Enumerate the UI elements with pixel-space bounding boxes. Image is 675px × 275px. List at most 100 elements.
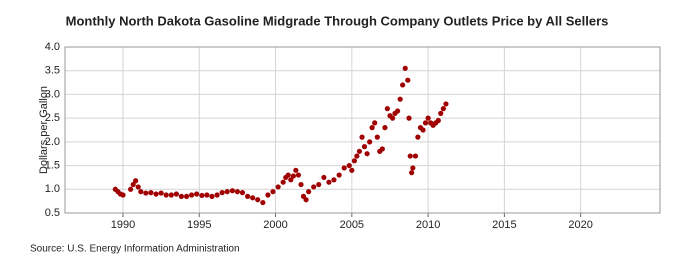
data-point [168,192,174,198]
data-point [440,106,446,112]
data-point [354,153,360,159]
data-point [148,190,154,196]
data-point [138,189,144,195]
data-point [438,110,444,116]
data-point [349,167,355,173]
data-point [359,134,365,140]
data-point [128,186,134,192]
data-point [412,153,419,159]
data-point [422,120,429,126]
data-point [199,192,205,199]
data-point [311,184,317,190]
data-point [361,144,368,150]
data-point [173,191,179,197]
data-point [178,193,185,199]
data-point [425,115,431,121]
x-tick-label: 2010 [416,219,440,231]
data-point [406,115,412,121]
data-point [369,125,375,131]
data-point [336,172,342,178]
data-point [415,134,421,140]
data-point [298,181,304,188]
data-point [407,153,413,159]
data-point [293,167,299,173]
data-point [135,184,141,190]
data-point [224,189,230,195]
data-point [405,77,411,83]
data-point [374,134,380,140]
data-point [133,178,139,184]
data-point [364,151,370,157]
x-tick-label: 1990 [111,219,135,231]
data-point [443,101,449,107]
data-point [219,190,225,196]
data-point [389,115,396,121]
x-tick-label: 1995 [187,219,211,231]
y-tick-label: 4.0 [45,41,60,53]
data-point [163,192,169,198]
x-tick-label: 2005 [340,219,364,231]
data-point [326,179,332,185]
data-point [295,172,302,178]
data-point [239,190,246,196]
data-point [275,184,281,190]
data-point [402,65,408,71]
data-point [153,191,159,197]
data-point [143,190,149,196]
data-point [250,195,256,201]
y-tick-label: 2.5 [45,112,60,124]
data-point [410,165,416,171]
data-point [194,191,200,197]
y-tick-label: 1.0 [45,183,60,195]
data-point [214,192,220,198]
source-note: Source: U.S. Energy Information Administ… [30,244,240,255]
data-point [400,82,406,88]
data-point [321,174,327,181]
x-tick-label: 2000 [263,219,287,231]
plot-frame [64,46,661,214]
data-point [255,197,261,203]
data-point [280,179,286,185]
data-point [290,173,296,179]
data-point [372,120,378,126]
data-point [346,162,352,169]
data-point [306,189,312,195]
y-tick-label: 2.0 [45,136,60,148]
data-point [382,125,388,131]
data-point [265,192,271,198]
data-point [245,193,251,199]
data-point [394,108,401,114]
y-tick-label: 1.5 [45,159,60,171]
data-point [288,177,294,183]
data-point [367,139,373,145]
data-point [435,117,441,124]
x-tick-label: 2015 [492,219,516,231]
data-point [397,96,403,102]
data-point [204,192,210,198]
data-point [234,189,240,195]
y-tick-label: 0.5 [45,207,60,219]
data-point [303,197,309,203]
y-tick-label: 3.5 [45,65,60,77]
data-point [183,193,190,199]
data-point [409,170,415,176]
data-point [356,148,363,154]
data-point [285,172,291,178]
data-point [341,165,347,171]
data-point [158,190,164,196]
data-point [209,193,215,199]
x-tick-label: 2020 [568,219,592,231]
chart-title: Monthly North Dakota Gasoline Midgrade T… [66,13,609,28]
data-point [130,181,136,188]
data-point [229,188,235,194]
data-point [379,146,385,152]
data-point [316,181,322,188]
y-tick-label: 3.0 [45,88,60,100]
data-point [260,199,266,206]
data-point [270,189,276,195]
data-point [331,177,337,183]
data-point [384,106,390,112]
data-point [120,192,126,198]
data-point [351,158,358,164]
